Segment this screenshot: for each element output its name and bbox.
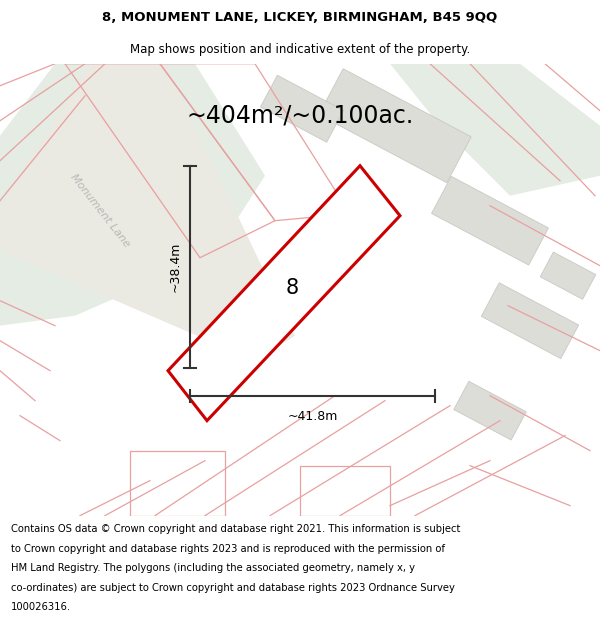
- Polygon shape: [0, 64, 265, 326]
- Polygon shape: [0, 64, 295, 361]
- Text: Map shows position and indicative extent of the property.: Map shows position and indicative extent…: [130, 43, 470, 56]
- Text: HM Land Registry. The polygons (including the associated geometry, namely x, y: HM Land Registry. The polygons (includin…: [11, 563, 415, 573]
- Polygon shape: [431, 176, 548, 265]
- Text: Contains OS data © Crown copyright and database right 2021. This information is : Contains OS data © Crown copyright and d…: [11, 524, 460, 534]
- Text: to Crown copyright and database rights 2023 and is reproduced with the permissio: to Crown copyright and database rights 2…: [11, 544, 445, 554]
- Text: 8: 8: [286, 278, 299, 298]
- Text: ~404m²/~0.100ac.: ~404m²/~0.100ac.: [187, 104, 413, 127]
- Polygon shape: [168, 166, 400, 421]
- Text: ~38.4m: ~38.4m: [169, 241, 182, 292]
- Polygon shape: [319, 69, 471, 182]
- Polygon shape: [540, 252, 596, 299]
- Text: 100026316.: 100026316.: [11, 602, 71, 612]
- Polygon shape: [454, 381, 526, 440]
- Polygon shape: [260, 75, 344, 142]
- Polygon shape: [390, 64, 600, 196]
- Text: Monument Lane: Monument Lane: [68, 172, 131, 249]
- Polygon shape: [481, 282, 578, 359]
- Text: 8, MONUMENT LANE, LICKEY, BIRMINGHAM, B45 9QQ: 8, MONUMENT LANE, LICKEY, BIRMINGHAM, B4…: [103, 11, 497, 24]
- Text: ~41.8m: ~41.8m: [287, 409, 338, 422]
- Text: co-ordinates) are subject to Crown copyright and database rights 2023 Ordnance S: co-ordinates) are subject to Crown copyr…: [11, 582, 455, 592]
